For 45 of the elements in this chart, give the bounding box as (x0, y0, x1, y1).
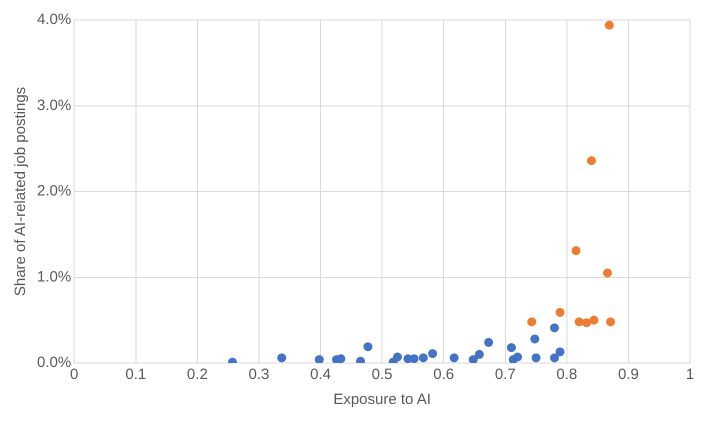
point (314, 355, 324, 363)
point (550, 353, 560, 362)
x-tick-label: 0 (70, 366, 78, 384)
x-tick-label: 0.5 (372, 366, 393, 384)
point (418, 353, 428, 362)
x-tick-label: 0.4 (310, 366, 331, 384)
point (582, 318, 592, 328)
point (556, 347, 565, 356)
point (484, 338, 494, 347)
x-tick-label: 0.7 (494, 366, 516, 384)
x-tick-label: 0.2 (186, 366, 208, 384)
point (468, 355, 478, 363)
point (277, 353, 286, 362)
point (556, 308, 565, 317)
point (586, 156, 596, 166)
point (589, 316, 598, 325)
y-tick-label: 2.0% (36, 182, 72, 200)
x-tick-label: 0.1 (125, 366, 146, 384)
point (506, 343, 516, 352)
point (363, 342, 372, 352)
point (450, 353, 459, 362)
x-tick-label: 0.3 (248, 366, 270, 384)
y-axis-title: Share of AI-related job postings (12, 86, 30, 296)
x-tick-label: 0.9 (618, 366, 639, 384)
x-tick-label: 0.8 (556, 366, 578, 384)
point (428, 349, 438, 358)
point (474, 350, 484, 359)
y-tick-label: 3.0% (36, 96, 72, 114)
y-tick-label: 4.0% (36, 11, 72, 28)
x-tick-label: 1 (686, 366, 694, 384)
point (532, 353, 541, 362)
x-axis-title: Exposure to AI (333, 391, 431, 408)
point (530, 334, 540, 344)
point (574, 317, 584, 326)
x-tick-label: 0.6 (433, 366, 454, 384)
point (606, 317, 616, 326)
y-tick-label: 1.0% (36, 268, 72, 286)
point (604, 20, 614, 30)
point (392, 352, 402, 362)
point (572, 246, 581, 256)
point (513, 352, 522, 362)
point (550, 323, 560, 332)
y-tick-label: 0.0% (36, 354, 72, 372)
point (602, 268, 612, 278)
point (527, 317, 536, 326)
